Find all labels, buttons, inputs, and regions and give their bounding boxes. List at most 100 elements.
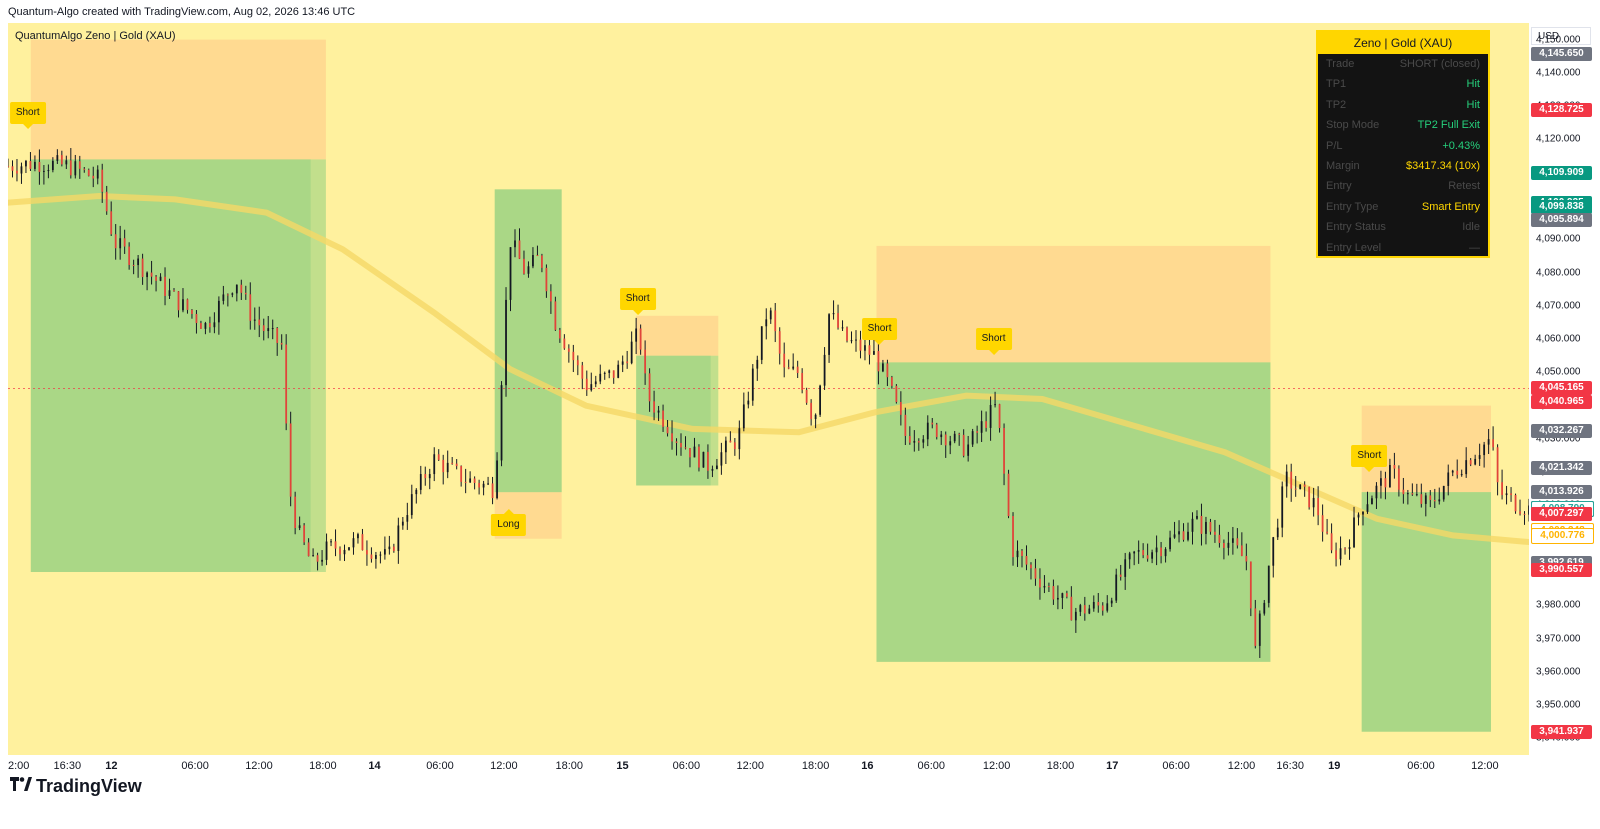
candle-body (1133, 551, 1136, 554)
candle-body (307, 542, 310, 557)
panel-row-key: TP1 (1326, 78, 1347, 91)
candle-body (29, 160, 32, 169)
candle-body (1330, 533, 1333, 551)
signal-marker-long[interactable]: Long (491, 509, 526, 537)
candle-body (926, 422, 929, 440)
candle-body (226, 294, 229, 296)
candle-body (931, 422, 934, 425)
panel-row-key: Entry Level (1326, 241, 1382, 254)
candle-body (455, 463, 458, 467)
candle-body (890, 377, 893, 386)
candle-body (1281, 486, 1284, 528)
candle-body (1460, 474, 1463, 476)
candle-body (249, 294, 252, 321)
time-tick: 15 (616, 760, 629, 772)
price-chart[interactable] (8, 23, 1529, 778)
currency-button[interactable]: USD (1531, 27, 1591, 45)
candle-body (747, 400, 750, 405)
candle-body (1003, 427, 1005, 474)
panel-row-value: — (1469, 241, 1480, 254)
candle-body (1034, 568, 1037, 579)
candle-body (119, 238, 122, 249)
candle-body (47, 170, 50, 172)
candle-body (1469, 460, 1472, 465)
candle-body (585, 378, 588, 391)
candle-body (527, 266, 530, 274)
candle-body (971, 431, 974, 445)
candle-body (1348, 547, 1351, 550)
panel-row: Entry Status Idle (1318, 217, 1488, 237)
candle-body (1263, 602, 1266, 614)
time-axis[interactable]: 2:00 16:30 12 06:00 12:00 18:00 14 06:00 12:00 18… (8, 755, 1529, 778)
candle-body (141, 258, 144, 278)
price-label: 4,021.342 (1531, 460, 1592, 475)
candle-body (509, 247, 512, 300)
panel-row-value: Retest (1448, 180, 1480, 193)
candle-body (1205, 521, 1207, 534)
candle-body (446, 462, 449, 473)
candle-body (1402, 489, 1405, 495)
candle-body (469, 478, 472, 483)
signal-marker-short[interactable]: Short (9, 101, 46, 129)
candle-body (1178, 531, 1180, 535)
candle-body (1048, 586, 1050, 588)
candle-body (191, 309, 193, 314)
signal-marker-short[interactable]: Short (619, 288, 656, 316)
candle-body (1406, 493, 1409, 495)
candle-body (958, 433, 961, 435)
candle-body (1290, 471, 1293, 489)
candle-body (8, 166, 9, 168)
candle-body (34, 161, 36, 169)
candle-body (1191, 518, 1194, 532)
candle-body (155, 276, 157, 281)
candle-body (1196, 515, 1198, 519)
candle-body (873, 351, 875, 355)
candle-body (1411, 493, 1414, 495)
signal-marker-short[interactable]: Short (1351, 444, 1388, 472)
candle-body (1025, 555, 1028, 565)
signal-marker-short[interactable]: Short (975, 328, 1012, 356)
candle-body (1101, 605, 1104, 611)
candle-body (1384, 478, 1387, 488)
time-tick: 18:00 (309, 760, 337, 772)
candle-body (823, 354, 826, 386)
candle-body (280, 342, 283, 345)
candle-body (1501, 482, 1503, 496)
tradingview-logo[interactable]: TradingView (10, 776, 142, 797)
time-tick: 18:00 (555, 760, 583, 772)
candle-body (1505, 493, 1508, 496)
candle-body (976, 431, 979, 433)
candle-body (1012, 516, 1014, 558)
panel-rows: Trade SHORT (closed) TP1 Hit TP2 Hit Stop Mode… (1318, 54, 1488, 258)
candle-body (680, 442, 682, 448)
candle-body (1254, 608, 1257, 646)
candle-body (1249, 561, 1252, 609)
candle-body (792, 366, 795, 369)
candle-body (1146, 555, 1149, 559)
candle-body (1267, 565, 1270, 603)
candle-body (442, 459, 445, 473)
time-tick: 12:00 (245, 760, 273, 772)
candle-body (473, 478, 476, 483)
candle-body (253, 319, 256, 321)
candle-body (505, 299, 507, 386)
candle-body (132, 264, 135, 266)
chart-title: QuantumAlgo Zeno | Gold (XAU) (15, 30, 176, 42)
price-label: 4,145.650 (1531, 47, 1592, 62)
signal-marker-short[interactable]: Short (861, 318, 898, 346)
candle-body (523, 258, 525, 274)
candle-body (1312, 497, 1315, 508)
candle-body (1240, 545, 1243, 556)
candle-body (1173, 534, 1176, 538)
candle-body (491, 483, 494, 499)
time-tick: 18:00 (1046, 760, 1075, 772)
candle-body (1074, 611, 1077, 621)
time-tick: 17 (1106, 760, 1119, 772)
candle-body (330, 541, 332, 543)
candle-body (1124, 559, 1127, 577)
time-tick: 06:00 (672, 760, 701, 772)
price-axis[interactable]: USD 4,150.0004,140.0004,130.0004,120.000… (1529, 23, 1600, 778)
candle-body (581, 365, 584, 379)
candle-body (541, 255, 543, 268)
stop-zone-3 (876, 245, 1271, 363)
